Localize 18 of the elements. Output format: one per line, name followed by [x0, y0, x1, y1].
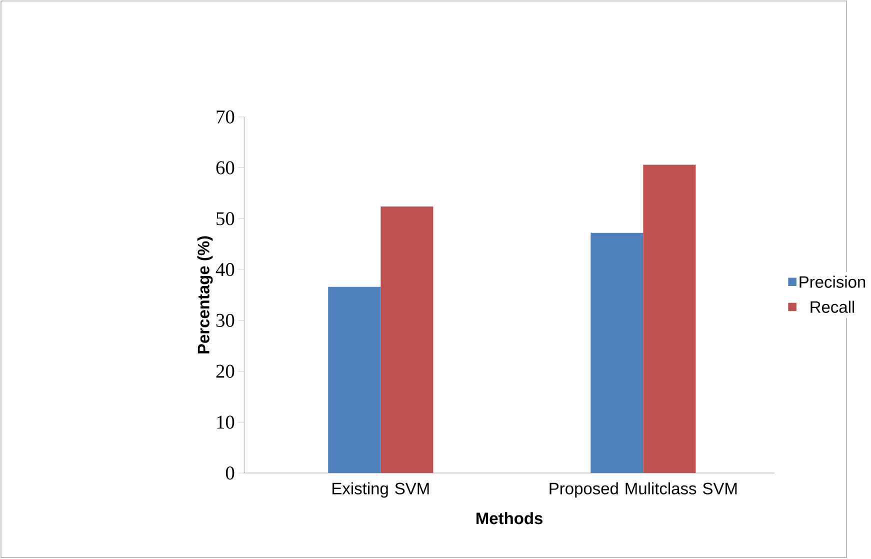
x-tick-label: Proposed Mulitclass SVM [550, 482, 737, 498]
y-axis-title: Percentage (%) [197, 236, 213, 354]
y-tick-label: 60 [216, 161, 234, 175]
bar [328, 287, 381, 474]
legend-label: Recall [810, 301, 854, 314]
x-axis-title: Methods [476, 512, 542, 524]
bar [590, 233, 644, 474]
y-tick-label: 30 [216, 314, 234, 328]
x-tick-label: Existing SVM [332, 482, 429, 498]
legend-label: Precision [800, 276, 866, 288]
bar [643, 164, 696, 474]
y-tick-label: 50 [216, 212, 234, 226]
y-tick-label: 10 [217, 416, 234, 429]
y-tick-label: 40 [216, 263, 234, 276]
y-tick-label: 20 [216, 364, 234, 378]
y-tick-label: 70 [216, 110, 234, 124]
bar [380, 206, 434, 474]
y-tick-label: 0 [226, 466, 234, 480]
